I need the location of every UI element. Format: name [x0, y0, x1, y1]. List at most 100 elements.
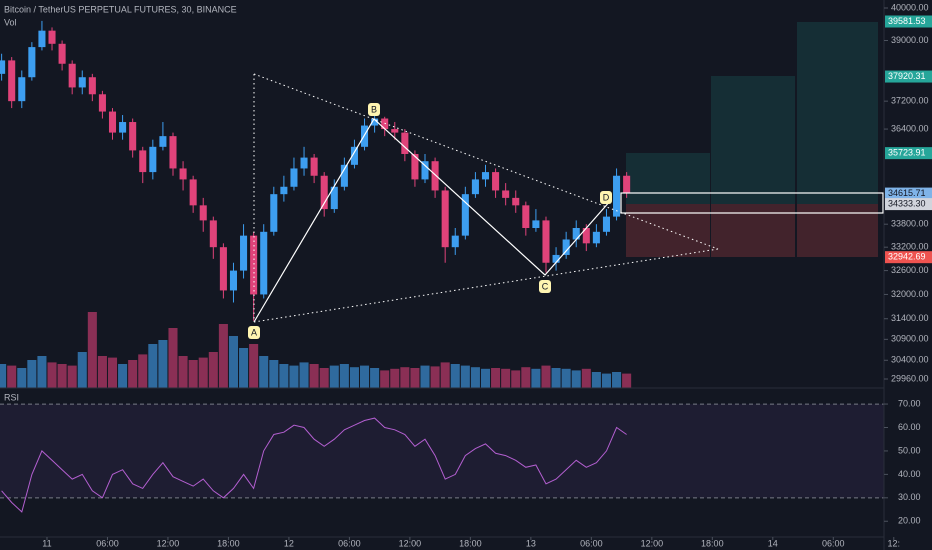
y-tick-label: 30900.00	[891, 334, 929, 344]
candle-body	[371, 118, 379, 126]
volume-bar	[541, 365, 551, 388]
candle-body	[481, 172, 490, 180]
price-tag-label: 39581.53	[888, 16, 926, 26]
volume-bar	[470, 367, 480, 388]
price-tag	[885, 147, 932, 160]
volume-bar	[128, 360, 138, 388]
volume-bar	[329, 365, 339, 388]
candle-body	[562, 239, 570, 255]
candle-body	[320, 175, 328, 210]
volume-bar	[289, 365, 299, 388]
candle-body	[139, 150, 147, 173]
candle-body	[431, 161, 439, 191]
x-tick-label: 18:00	[459, 538, 482, 548]
price-tag-label: 34615.71	[888, 188, 926, 198]
volume-bar	[349, 367, 359, 388]
volume-bar	[57, 364, 67, 388]
profit-zone	[711, 76, 795, 204]
volume-bar	[208, 352, 218, 388]
entry-box	[620, 192, 884, 214]
candle-body	[602, 216, 610, 232]
x-tick-label: 13	[526, 538, 536, 548]
candle-body	[0, 60, 6, 74]
x-tick-label: 18:00	[701, 538, 724, 548]
volume-bar	[571, 370, 581, 388]
candle-body	[189, 179, 197, 206]
y-tick-label: 33800.00	[891, 219, 929, 229]
candle-body	[159, 136, 167, 147]
pattern-label: D	[603, 192, 610, 202]
volume-bar	[612, 372, 622, 388]
volume-bar	[17, 368, 27, 388]
pattern-label: C	[542, 281, 549, 291]
position-box	[626, 22, 878, 257]
label-bg	[539, 280, 551, 293]
volume-bar	[440, 362, 450, 388]
rsi-tick-label: 40.00	[898, 469, 921, 479]
x-tick-label: 06:00	[822, 538, 845, 548]
price-tag-label: 35723.91	[888, 148, 926, 158]
price-tag-label: 32942.69	[888, 252, 926, 262]
candle-body	[451, 235, 459, 248]
candle-body	[48, 30, 56, 44]
y-tick-label: 40000.00	[891, 2, 929, 12]
candle-body	[542, 220, 550, 263]
volume-bar	[37, 356, 47, 388]
volume-bar	[359, 365, 370, 388]
rsi-label: RSI	[4, 392, 19, 402]
volume-bar	[380, 370, 390, 388]
candle-body	[129, 122, 137, 151]
volume-bar	[561, 368, 571, 388]
candle-body	[179, 168, 187, 180]
volume-bar	[0, 364, 7, 388]
label-bg	[248, 326, 260, 339]
candle-body	[401, 132, 409, 154]
candle-body	[229, 270, 238, 291]
candle-body	[340, 164, 348, 187]
abcd-pattern	[253, 118, 612, 323]
rsi-tick-label: 30.00	[898, 492, 921, 502]
candle-body	[350, 146, 358, 165]
volume-bar	[551, 368, 561, 388]
rsi-tick-label: 50.00	[898, 445, 921, 455]
x-tick-label: 11	[42, 538, 51, 548]
candle-body	[471, 179, 479, 195]
plot	[0, 20, 884, 513]
volume-bar	[410, 368, 420, 388]
volume-bar	[118, 364, 128, 388]
price-tag	[885, 251, 932, 264]
label-bg	[368, 103, 380, 116]
candle-body	[88, 77, 96, 95]
rsi-tick-label: 20.00	[898, 516, 921, 526]
price-tag	[885, 198, 932, 211]
candle-body	[149, 146, 157, 173]
volume-bar	[601, 373, 611, 388]
x-tick-label: 12:	[888, 538, 901, 548]
x-tick-label: 12:00	[641, 538, 664, 548]
x-tick-label: 12	[284, 538, 294, 548]
y-tick-label: 37200.00	[891, 96, 929, 106]
candle-body	[310, 157, 318, 176]
candle-body	[119, 122, 127, 133]
candle-body	[8, 60, 16, 102]
loss-zone	[797, 204, 878, 257]
y-tick-label: 30400.00	[891, 355, 929, 365]
price-tag	[885, 15, 932, 28]
volume-bar	[420, 365, 430, 388]
x-tick-label: 06:00	[580, 538, 603, 548]
candle-body	[68, 63, 76, 88]
candle-body	[592, 231, 600, 244]
candle-body	[391, 129, 399, 133]
candle-body	[290, 168, 298, 187]
candle-body	[623, 175, 631, 194]
volume-bar	[77, 352, 87, 388]
candle-body	[18, 77, 26, 102]
y-tick-label: 39000.00	[891, 35, 929, 45]
volume-bar	[501, 368, 511, 388]
y-tick-label: 36400.00	[891, 123, 929, 133]
candle-body	[270, 194, 278, 232]
volume-bar	[239, 348, 249, 388]
volume-bar	[450, 364, 460, 388]
